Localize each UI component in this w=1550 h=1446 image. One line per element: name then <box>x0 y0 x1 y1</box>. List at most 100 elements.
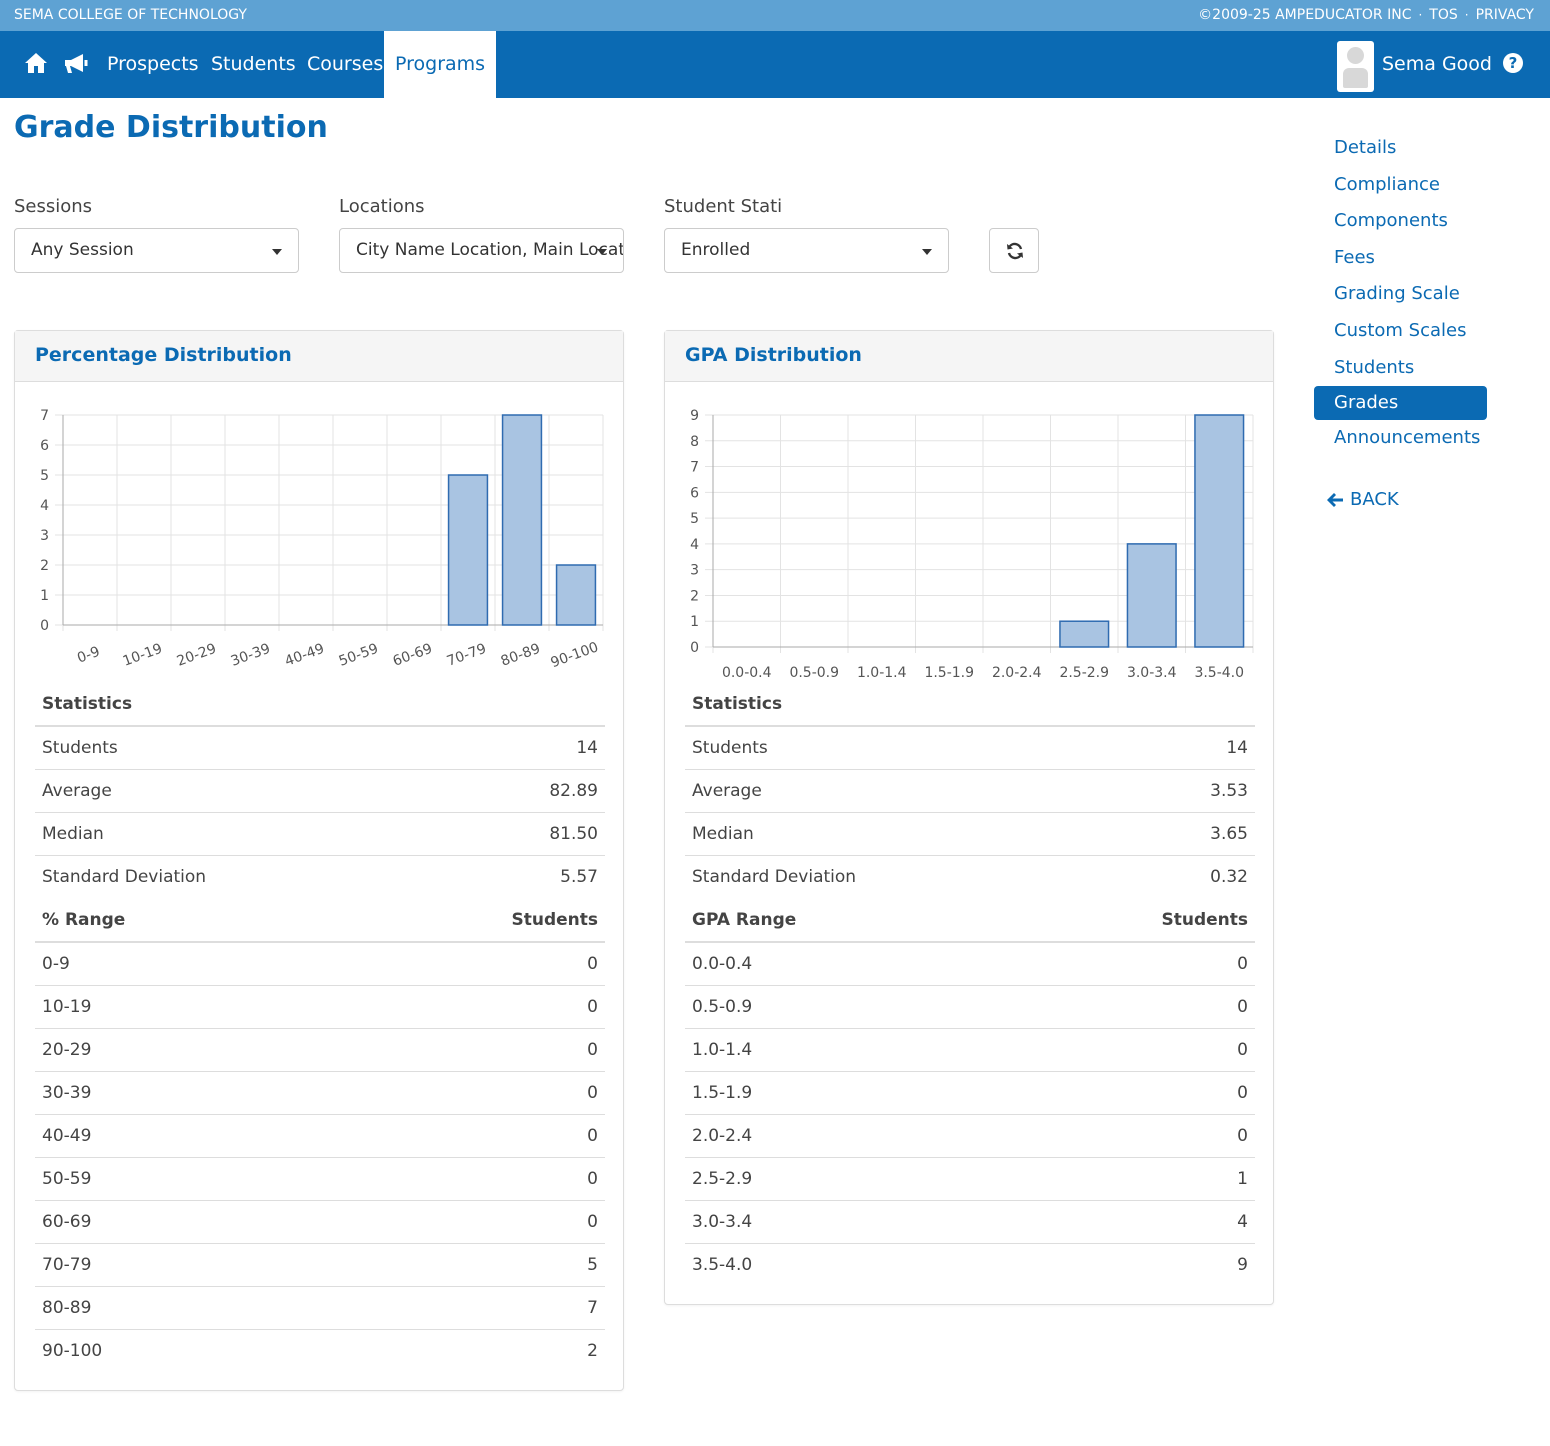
range-count: 5 <box>399 1242 605 1286</box>
locations-value: City Name Location, Main Location <box>356 240 624 260</box>
bar <box>1194 414 1245 648</box>
range-count: 0 <box>399 1113 605 1157</box>
bar <box>1059 620 1110 648</box>
page-title: Grade Distribution <box>14 110 328 145</box>
stat-label: Average <box>685 768 1050 812</box>
sessions-select[interactable]: Any Session <box>14 228 299 273</box>
back-link[interactable]: BACK <box>1326 489 1399 510</box>
question-circle-icon[interactable]: ? <box>1503 53 1523 73</box>
sidenav-fees[interactable]: Fees <box>1334 246 1375 268</box>
stat-label: Median <box>35 811 400 855</box>
x-tick-label: 50-59 <box>337 641 381 670</box>
megaphone-icon[interactable] <box>63 53 89 75</box>
y-tick-label: 4 <box>690 537 699 553</box>
tos-link[interactable]: TOS <box>1429 7 1458 23</box>
stat-label: Students <box>692 737 768 758</box>
table-row: 10-19 0 <box>35 984 605 1028</box>
table-row: 30-39 0 <box>35 1070 605 1114</box>
stat-label: Average <box>35 768 400 812</box>
range-label: 0.0-0.4 <box>692 953 753 974</box>
nav-prospects[interactable]: Prospects <box>107 53 199 75</box>
x-tick-label: 0.0-0.4 <box>722 665 772 681</box>
percentage-chart: 0 1 2 3 4 5 6 7 0-9 10-19 20-29 30-39 40-49 50-59 60-6… <box>40 408 604 671</box>
caret-down-icon <box>272 249 282 255</box>
arrow-left-icon <box>1327 492 1343 507</box>
percentage-chart-container: 0 1 2 3 4 5 6 7 0-9 10-19 20-29 30-39 40-49 50-59 60-6… <box>15 382 623 682</box>
nav-students[interactable]: Students <box>211 53 296 75</box>
stat-value: 3.65 <box>1049 811 1255 855</box>
stat-label: Students <box>42 737 118 758</box>
percentage-stats-table: Statistics Students 14 Average 82.89 Media… <box>35 682 605 1372</box>
y-tick-label: 5 <box>690 511 699 527</box>
table-row: 3.5-4.0 9 <box>685 1242 1255 1286</box>
x-tick-label: 0-9 <box>75 644 102 667</box>
range-count: 0 <box>399 1199 605 1243</box>
range-count: 0 <box>1049 1070 1255 1114</box>
range-label: 0-9 <box>42 953 70 974</box>
table-row: 90-100 2 <box>35 1328 605 1372</box>
table-row: 70-79 5 <box>35 1242 605 1286</box>
range-label: 3.5-4.0 <box>685 1242 1050 1286</box>
sidenav-compliance[interactable]: Compliance <box>1334 173 1440 195</box>
sidenav-custom-scales[interactable]: Custom Scales <box>1334 319 1467 341</box>
sidenav-grading-scale[interactable]: Grading Scale <box>1334 283 1460 305</box>
student-status-value: Enrolled <box>681 240 751 260</box>
home-icon[interactable] <box>24 51 48 75</box>
x-tick-label: 3.5-4.0 <box>1194 665 1244 681</box>
table-row: Median 3.65 <box>685 811 1255 855</box>
stat-label: Standard Deviation <box>685 854 1050 898</box>
y-tick-label: 5 <box>40 468 49 484</box>
y-tick-label: 6 <box>690 485 699 501</box>
student-status-select[interactable]: Enrolled <box>664 228 949 273</box>
range-label: 2.0-2.4 <box>685 1113 1050 1157</box>
bar <box>501 414 543 626</box>
range-count: 9 <box>1049 1242 1255 1286</box>
sidenav-components[interactable]: Components <box>1334 210 1448 232</box>
range-count: 0 <box>1049 1027 1255 1071</box>
sidenav-grades[interactable]: Grades <box>1314 386 1487 421</box>
range-count: 0 <box>399 1070 605 1114</box>
user-name[interactable]: Sema Good <box>1382 53 1492 75</box>
table-row: 40-49 0 <box>35 1113 605 1157</box>
table-row: 60-69 0 <box>35 1199 605 1243</box>
range-label: 80-89 <box>35 1285 400 1329</box>
table-row: Standard Deviation 0.32 <box>685 854 1255 898</box>
school-name: SEMA COLLEGE OF TECHNOLOGY <box>14 7 247 23</box>
table-row: 0.5-0.9 0 <box>685 984 1255 1028</box>
stat-value: 5.57 <box>399 854 605 898</box>
table-row: 1.0-1.4 0 <box>685 1027 1255 1071</box>
range-count: 0 <box>1049 984 1255 1028</box>
separator-dot: · <box>1464 8 1469 22</box>
avatar[interactable] <box>1337 41 1374 92</box>
sidenav-details[interactable]: Details <box>1334 137 1397 158</box>
range-count: 0 <box>399 984 605 1028</box>
range-label: 3.0-3.4 <box>685 1199 1050 1243</box>
gpa-chart: 0 1 2 3 4 5 6 7 8 9 0.0-0.4 0.5-0.9 1.0-1.4 1.5-1.9 2.… <box>690 408 1254 681</box>
x-tick-label: 20-29 <box>175 641 219 670</box>
caret-down-icon <box>922 249 932 255</box>
x-tick-label: 1.0-1.4 <box>857 665 907 681</box>
y-tick-label: 9 <box>690 408 699 424</box>
y-tick-label: 1 <box>690 614 699 630</box>
range-heading: % Range <box>35 898 400 943</box>
nav-programs[interactable]: Programs <box>384 31 497 98</box>
nav-courses[interactable]: Courses <box>307 53 384 75</box>
sidenav-students[interactable]: Students <box>1334 356 1415 378</box>
y-tick-label: 1 <box>40 588 49 604</box>
refresh-button[interactable] <box>989 228 1039 273</box>
table-row: 0-9 0 <box>35 942 605 985</box>
range-count: 0 <box>399 1156 605 1200</box>
sessions-label: Sessions <box>14 196 93 217</box>
table-row: Students 14 <box>685 726 1255 769</box>
y-tick-label: 3 <box>40 528 49 544</box>
sidenav-announcements[interactable]: Announcements <box>1334 427 1481 449</box>
privacy-link[interactable]: PRIVACY <box>1475 7 1534 23</box>
y-tick-label: 6 <box>40 438 49 454</box>
refresh-icon <box>1007 242 1023 260</box>
table-row: 0.0-0.4 0 <box>685 942 1255 985</box>
range-label: 90-100 <box>35 1328 400 1372</box>
students-heading: Students <box>399 898 605 943</box>
gpa-stats: Statistics Students 14 Average 3.53 Median… <box>665 682 1273 1304</box>
x-tick-label: 90-100 <box>549 639 601 671</box>
locations-select[interactable]: City Name Location, Main Location <box>339 228 624 273</box>
